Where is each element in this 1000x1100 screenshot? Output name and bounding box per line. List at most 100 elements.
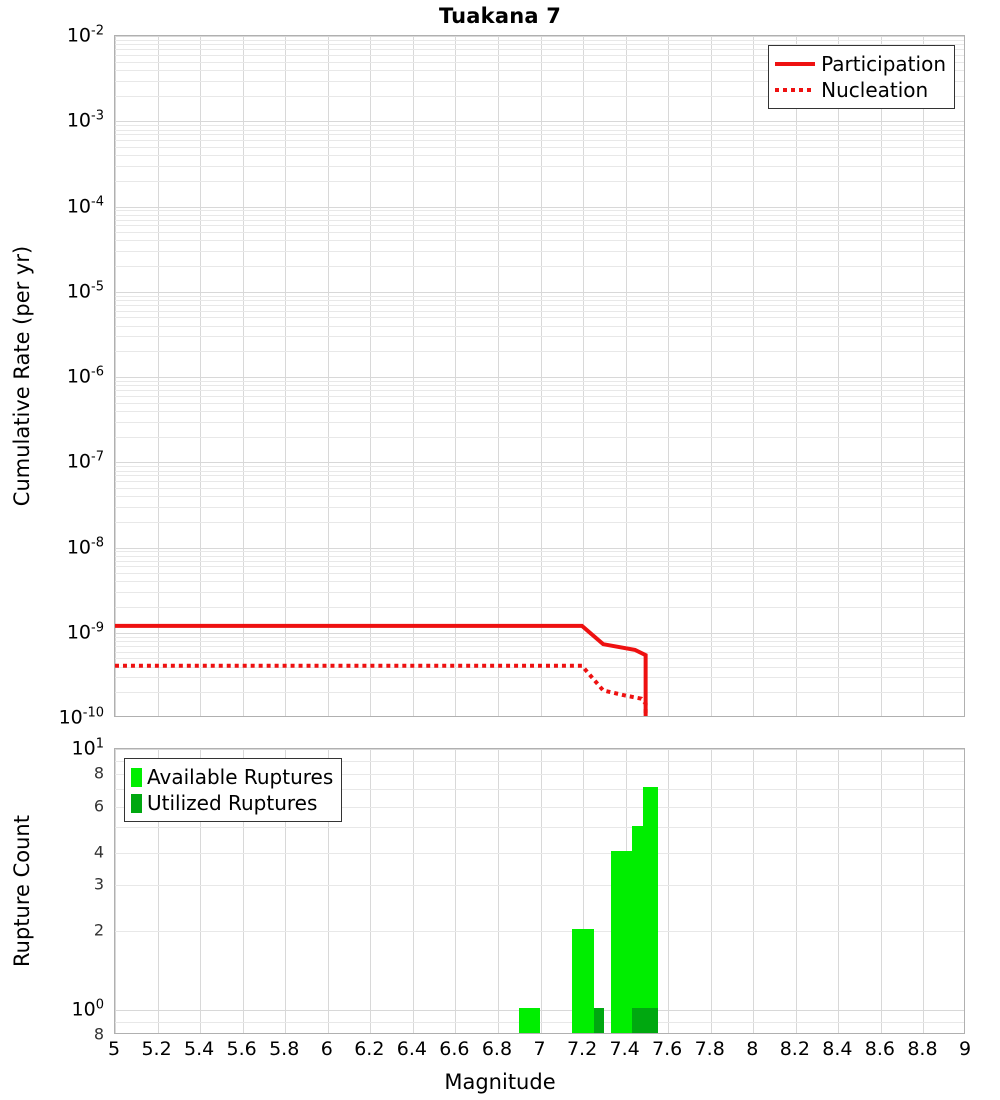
gridline-horizontal bbox=[115, 827, 964, 829]
gridline-horizontal bbox=[115, 134, 964, 136]
gridline-horizontal bbox=[115, 395, 964, 397]
gridline-horizontal bbox=[115, 146, 964, 148]
gridline-horizontal bbox=[115, 645, 964, 647]
gridline-horizontal bbox=[115, 206, 964, 208]
x-tick-label: 7.2 bbox=[566, 1038, 598, 1060]
gridline-horizontal bbox=[115, 774, 964, 776]
x-tick-label: 7.8 bbox=[694, 1038, 725, 1060]
gridline-vertical bbox=[838, 36, 840, 716]
bar-available-ruptures bbox=[519, 1007, 541, 1033]
x-tick-label: 5.8 bbox=[269, 1038, 300, 1060]
gridline-vertical bbox=[795, 36, 797, 716]
gridline-horizontal bbox=[115, 852, 964, 854]
y-tick-label: 100 bbox=[71, 997, 104, 1021]
gridline-horizontal bbox=[115, 496, 964, 498]
gridline-horizontal bbox=[115, 240, 964, 242]
gridline-vertical bbox=[923, 36, 925, 716]
gridline-horizontal bbox=[115, 140, 964, 142]
gridline-vertical bbox=[157, 36, 159, 716]
x-tick-label: 8.4 bbox=[822, 1038, 853, 1060]
gridline-vertical bbox=[157, 749, 159, 1033]
x-tick-label: 8.8 bbox=[907, 1038, 938, 1060]
gridline-horizontal bbox=[115, 39, 964, 41]
legend-item-available-ruptures[interactable]: Available Ruptures bbox=[131, 764, 333, 790]
x-tick-label: 6 bbox=[320, 1038, 333, 1060]
gridline-horizontal bbox=[115, 95, 964, 97]
gridline-vertical bbox=[115, 36, 116, 716]
gridline-horizontal bbox=[115, 402, 964, 404]
gridline-vertical bbox=[200, 36, 202, 716]
gridline-horizontal bbox=[115, 121, 964, 123]
gridline-vertical bbox=[668, 749, 670, 1033]
gridline-horizontal bbox=[115, 251, 964, 253]
y-tick-label: 101 bbox=[71, 736, 104, 760]
y-tick-label: 10-6 bbox=[66, 364, 104, 388]
gridline-vertical bbox=[115, 749, 116, 1033]
gridline-horizontal bbox=[115, 462, 964, 464]
gridline-horizontal bbox=[115, 636, 964, 638]
gridline-vertical bbox=[327, 36, 329, 716]
available-ruptures-swatch-icon bbox=[131, 767, 142, 787]
legend-item-participation[interactable]: Participation bbox=[775, 51, 946, 77]
x-tick-label: 6.8 bbox=[481, 1038, 513, 1060]
cumulative-rate-plot: Participation Nucleation bbox=[114, 35, 965, 717]
gridline-horizontal bbox=[115, 506, 964, 508]
gridline-horizontal bbox=[115, 180, 964, 182]
x-tick-label: 5.4 bbox=[183, 1038, 215, 1060]
gridline-horizontal bbox=[115, 481, 964, 483]
y-tick-label-minor: 4 bbox=[93, 842, 104, 862]
x-tick-label: 8.2 bbox=[779, 1038, 810, 1060]
legend-label-utilized-ruptures: Utilized Ruptures bbox=[147, 791, 318, 815]
page-title: Tuakana 7 bbox=[438, 4, 562, 28]
gridline-horizontal bbox=[115, 351, 964, 353]
gridline-horizontal bbox=[115, 129, 964, 131]
nucleation-line bbox=[115, 663, 648, 716]
dotted-line-icon bbox=[775, 82, 816, 98]
gridline-horizontal bbox=[115, 380, 964, 382]
gridline-vertical bbox=[880, 749, 882, 1033]
legend-item-utilized-ruptures[interactable]: Utilized Ruptures bbox=[131, 790, 333, 816]
gridline-horizontal bbox=[115, 44, 964, 46]
gridline-horizontal bbox=[115, 551, 964, 553]
solid-line-icon bbox=[775, 56, 816, 72]
gridline-vertical bbox=[285, 749, 287, 1033]
gridline-horizontal bbox=[115, 436, 964, 438]
gridline-horizontal bbox=[115, 560, 964, 562]
x-tick-label: 5 bbox=[107, 1038, 121, 1060]
gridline-vertical bbox=[710, 749, 712, 1033]
gridline-horizontal bbox=[115, 300, 964, 301]
bar-utilized-ruptures bbox=[642, 1007, 658, 1033]
x-tick-label: 5.2 bbox=[141, 1038, 172, 1060]
legend-item-nucleation[interactable]: Nucleation bbox=[775, 77, 946, 103]
gridline-vertical bbox=[370, 36, 372, 716]
gridline-horizontal bbox=[115, 165, 964, 167]
gridline-horizontal bbox=[115, 385, 964, 387]
x-tick-label: 8.6 bbox=[864, 1038, 895, 1060]
gridline-vertical bbox=[583, 36, 585, 716]
participation-line bbox=[115, 623, 648, 716]
bar-available-ruptures bbox=[642, 787, 658, 1033]
gridline-horizontal bbox=[115, 36, 964, 37]
gridline-horizontal bbox=[115, 232, 964, 234]
gridline-horizontal bbox=[115, 266, 964, 268]
gridline-vertical bbox=[880, 36, 882, 716]
bar-available-ruptures bbox=[610, 850, 632, 1033]
gridline-horizontal bbox=[115, 692, 964, 694]
gridline-horizontal bbox=[115, 466, 964, 468]
gridline-vertical bbox=[625, 36, 627, 716]
gridline-vertical bbox=[497, 749, 499, 1033]
gridline-horizontal bbox=[115, 475, 964, 477]
gridline-vertical bbox=[200, 749, 202, 1033]
bottom-panel-legend: Available Ruptures Utilized Ruptures bbox=[124, 758, 343, 822]
gridline-horizontal bbox=[115, 317, 964, 319]
bar-available-ruptures bbox=[572, 929, 594, 1033]
y-tick-label: 10-10 bbox=[58, 705, 104, 729]
gridline-horizontal bbox=[115, 225, 964, 227]
y-tick-label-minor: 2 bbox=[93, 920, 104, 940]
gridline-vertical bbox=[285, 36, 287, 716]
x-tick-label: 7.6 bbox=[652, 1038, 683, 1060]
y-tick-label: 10-5 bbox=[66, 279, 104, 303]
gridline-horizontal bbox=[115, 749, 964, 750]
gridline-horizontal bbox=[115, 54, 964, 56]
